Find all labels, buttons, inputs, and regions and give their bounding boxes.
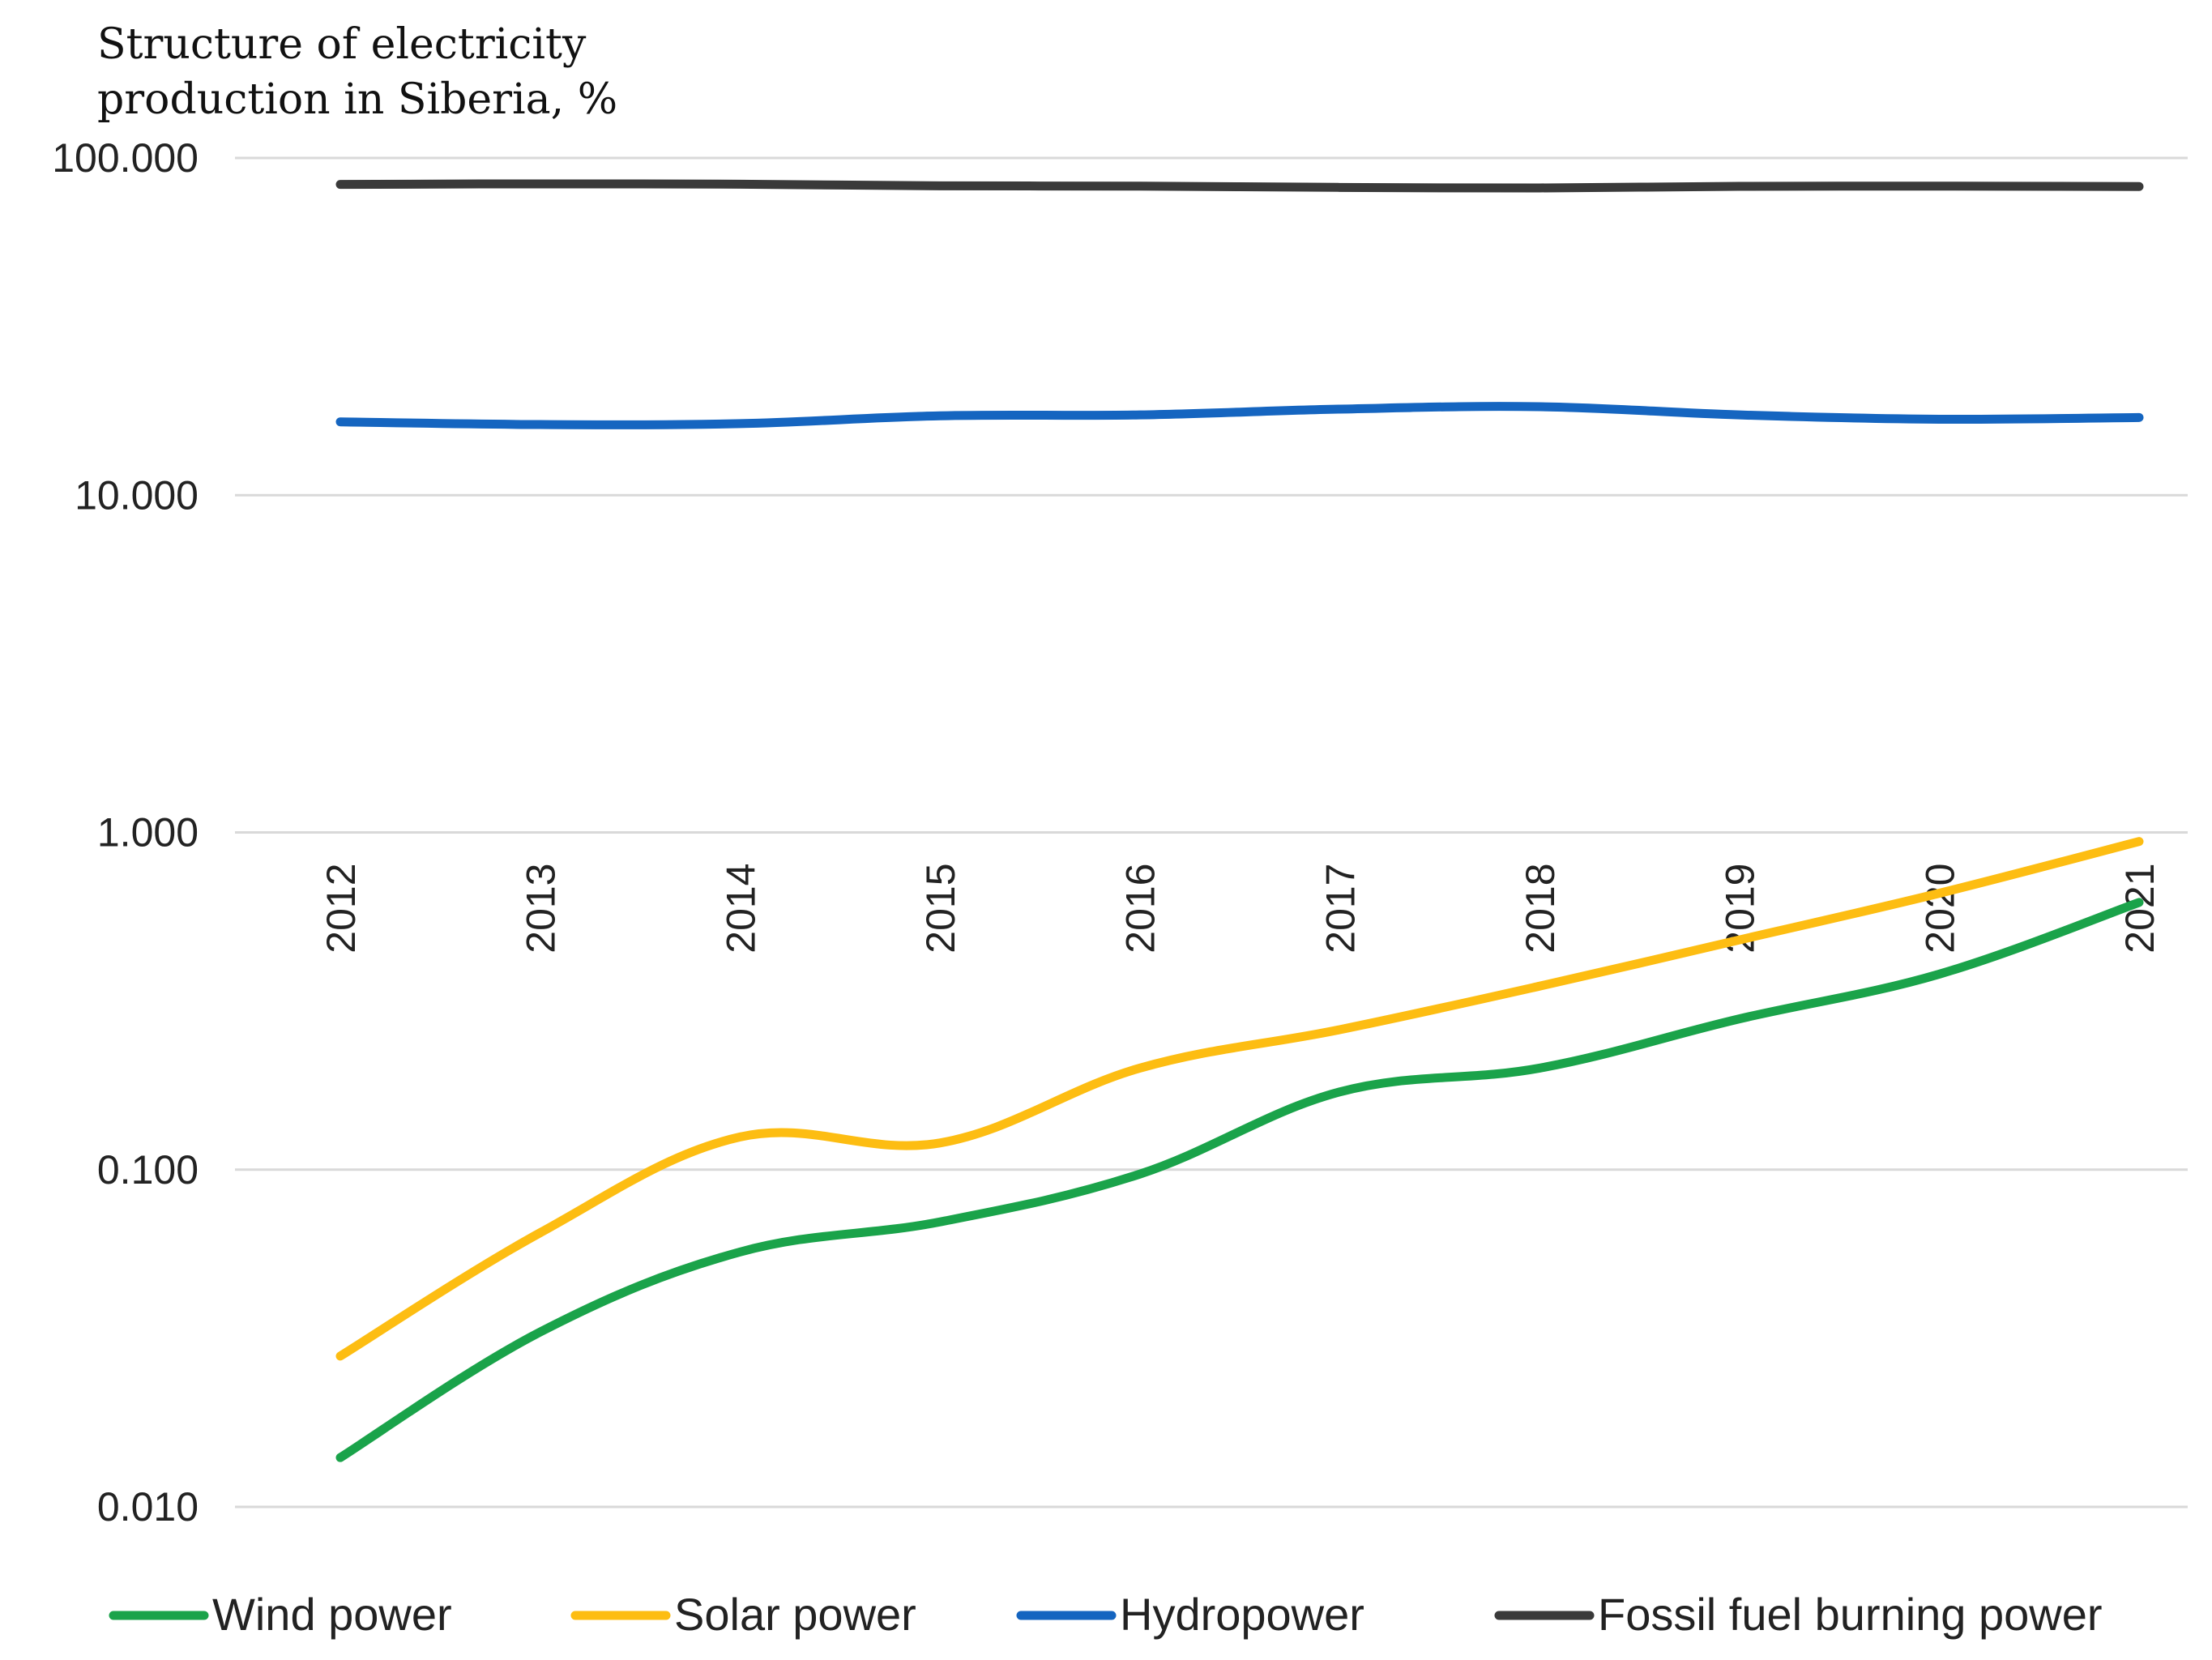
x-tick-label: 2016 (1118, 864, 1164, 954)
x-tick-label: 2012 (318, 864, 364, 954)
y-axis-label-line-1: Structure of electricity (97, 20, 587, 69)
y-axis-label: Structure of electricity production in S… (97, 20, 617, 124)
series-line-hydropower (335, 402, 2144, 429)
x-tick-label: 2017 (1317, 864, 1363, 954)
y-axis-label-line-2: production in Siberia, % (97, 75, 617, 124)
x-tick-label: 2013 (519, 864, 564, 954)
legend-item-solar-power: Solar power (570, 1589, 916, 1640)
series-line-solar-power (335, 837, 2144, 1361)
y-tick-label: 100.000 (52, 135, 199, 181)
y-axis-ticks: 100.000 10.000 1.000 0.100 0.010 (52, 135, 199, 1530)
x-tick-label: 2015 (918, 864, 963, 954)
legend-item-fossil-fuel-burning-power: Fossil fuel burning power (1494, 1589, 2103, 1640)
legend-item-wind-power: Wind power (109, 1589, 452, 1640)
legend-label: Hydropower (1120, 1589, 1364, 1640)
x-tick-label: 2020 (1917, 864, 1962, 954)
legend-label: Solar power (674, 1589, 916, 1640)
y-tick-label: 1.000 (97, 810, 199, 856)
legend-label: Fossil fuel burning power (1598, 1589, 2103, 1640)
legend: Wind power Solar power Hydropower Fossil fu… (109, 1589, 2103, 1640)
y-tick-label: 0.100 (97, 1147, 199, 1193)
legend-item-hydropower: Hydropower (1016, 1589, 1364, 1640)
y-tick-label: 0.010 (97, 1484, 199, 1530)
series-line-fossil-fuel-burning-power (335, 179, 2144, 193)
legend-label: Wind power (212, 1589, 452, 1640)
x-tick-label: 2014 (718, 864, 763, 954)
x-tick-label: 2018 (1518, 864, 1563, 954)
y-tick-label: 10.000 (75, 472, 199, 518)
series-line-wind-power (335, 898, 2144, 1462)
series-lines (335, 179, 2144, 1462)
gridlines (235, 156, 2188, 1509)
